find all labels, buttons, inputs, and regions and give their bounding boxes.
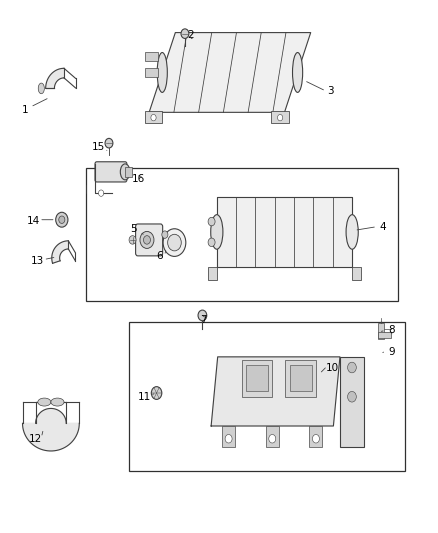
Text: 5: 5	[131, 224, 137, 235]
Bar	[246, 365, 268, 391]
Polygon shape	[211, 357, 340, 426]
Bar	[272, 111, 289, 123]
FancyBboxPatch shape	[95, 162, 127, 182]
Bar	[352, 266, 361, 280]
Bar	[125, 166, 132, 177]
Ellipse shape	[346, 215, 358, 249]
Ellipse shape	[51, 398, 64, 406]
Polygon shape	[149, 33, 311, 112]
Bar	[145, 111, 162, 123]
Circle shape	[129, 236, 136, 244]
Circle shape	[56, 212, 68, 227]
Ellipse shape	[293, 53, 303, 92]
Text: 3: 3	[327, 86, 334, 96]
Bar	[286, 360, 316, 397]
Bar	[378, 332, 392, 338]
Text: 7: 7	[201, 314, 207, 325]
Circle shape	[140, 231, 154, 248]
Polygon shape	[52, 241, 68, 263]
Circle shape	[162, 231, 168, 238]
Text: 16: 16	[131, 174, 145, 184]
Circle shape	[144, 236, 150, 244]
Bar	[86, 168, 398, 301]
Circle shape	[181, 29, 189, 38]
Text: 4: 4	[379, 222, 386, 232]
Circle shape	[348, 362, 357, 373]
Text: 11: 11	[138, 392, 152, 402]
FancyBboxPatch shape	[136, 224, 162, 256]
Polygon shape	[46, 68, 64, 88]
Bar	[145, 52, 158, 61]
Bar	[222, 426, 235, 447]
Circle shape	[105, 139, 113, 148]
Bar	[145, 68, 158, 77]
Bar	[208, 266, 217, 280]
Text: 2: 2	[187, 30, 194, 41]
Circle shape	[168, 235, 181, 251]
Circle shape	[348, 391, 357, 402]
FancyBboxPatch shape	[340, 357, 364, 447]
Bar	[242, 360, 272, 397]
Polygon shape	[22, 408, 79, 451]
Text: 8: 8	[388, 325, 395, 335]
Text: 15: 15	[92, 142, 106, 152]
Ellipse shape	[120, 164, 130, 180]
Text: 10: 10	[326, 362, 339, 373]
Bar	[309, 426, 322, 447]
Polygon shape	[217, 197, 352, 266]
Text: 1: 1	[21, 104, 28, 115]
Circle shape	[198, 310, 207, 321]
Circle shape	[225, 434, 232, 443]
Circle shape	[163, 229, 186, 256]
Text: 13: 13	[31, 256, 44, 266]
Circle shape	[208, 238, 215, 247]
Ellipse shape	[211, 215, 223, 249]
Ellipse shape	[38, 398, 51, 406]
Circle shape	[269, 434, 276, 443]
Circle shape	[278, 115, 283, 121]
Circle shape	[151, 386, 162, 399]
Bar	[266, 426, 279, 447]
Circle shape	[59, 216, 65, 223]
Text: 9: 9	[388, 346, 395, 357]
Ellipse shape	[38, 83, 44, 94]
Bar	[290, 365, 311, 391]
Bar	[130, 322, 405, 471]
Circle shape	[99, 190, 104, 196]
Text: 14: 14	[27, 216, 40, 227]
Bar	[378, 324, 384, 340]
Circle shape	[208, 217, 215, 226]
Text: 12: 12	[29, 434, 42, 445]
Text: 6: 6	[157, 251, 163, 261]
Circle shape	[312, 434, 319, 443]
Circle shape	[151, 115, 156, 121]
Ellipse shape	[157, 53, 167, 92]
